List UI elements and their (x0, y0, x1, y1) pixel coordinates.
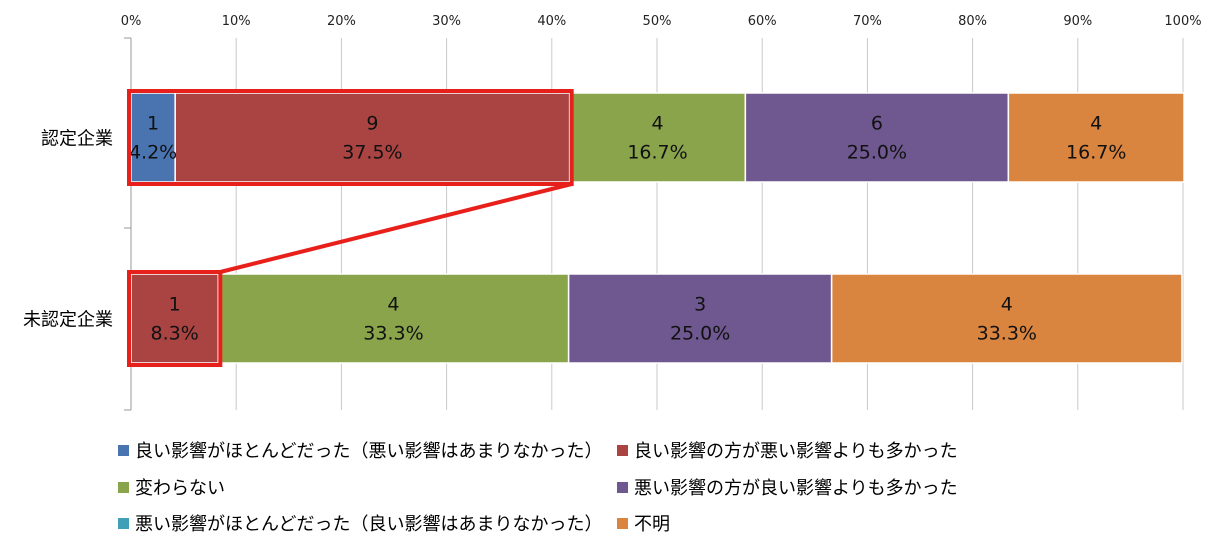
bar-percent-label: 16.7% (627, 142, 687, 164)
legend-swatch (617, 445, 628, 456)
x-tick-label: 70% (853, 14, 882, 29)
category-label: 認定企業 (41, 129, 113, 150)
bar-percent-label: 33.3% (977, 323, 1037, 345)
bar-percent-label: 8.3% (151, 323, 199, 345)
bar-segment (174, 92, 571, 183)
bar-percent-label: 25.0% (847, 142, 907, 164)
legend-swatch (118, 482, 129, 493)
legend-entry: 良い影響がほとんどだった（悪い影響はあまりなかった） (135, 441, 602, 462)
highlight-connector (219, 182, 573, 274)
data-labels: 1 4.2% 9 37.5% 4 16.7% 6 25.0% 4 16.7% 1 8.3% 4 33.3%… (129, 113, 1126, 345)
highlight-box-certified (127, 89, 574, 186)
legend-entry: 不明 (634, 514, 670, 535)
x-tick-label: 30% (432, 14, 461, 29)
bar-count-label: 6 (871, 113, 883, 135)
bar-count-label: 1 (147, 113, 159, 135)
legend-swatch (118, 445, 129, 456)
bar-segment (744, 92, 1010, 183)
bar-percent-label: 33.3% (363, 323, 423, 345)
category-label: 未認定企業 (23, 310, 113, 331)
legend-entry: 悪い影響の方が良い影響よりも多かった (634, 478, 958, 499)
highlight-annotation (127, 89, 574, 367)
bar-percent-label: 37.5% (342, 142, 402, 164)
bar-segment (1007, 92, 1185, 183)
bar-segment (568, 92, 747, 183)
bar-percent-label: 16.7% (1066, 142, 1126, 164)
bar-segment (130, 273, 220, 364)
bar-count-label: 4 (1001, 294, 1013, 316)
legend-entry: 悪い影響がほとんどだった（良い影響はあまりなかった） (135, 514, 602, 535)
legend-swatch (617, 482, 628, 493)
bar-segment (567, 273, 833, 364)
bar-percent-label: 25.0% (670, 323, 730, 345)
axes: 0% 10% 20% 30% 40% 50% 60% 70% 80% 90% 100% 認定企業未認定… (23, 14, 1202, 411)
bar-percent-label: 4.2% (129, 142, 177, 164)
x-tick-label: 40% (537, 14, 566, 29)
bar-count-label: 4 (1090, 113, 1102, 135)
bar-count-label: 3 (694, 294, 706, 316)
bar-segment (130, 92, 176, 183)
highlight-box-uncertified (127, 270, 223, 367)
x-tick-label: 60% (748, 14, 777, 29)
x-tick-label: 10% (222, 14, 251, 29)
x-tick-label: 20% (327, 14, 356, 29)
legend-swatch (118, 518, 129, 529)
bar-segment (830, 273, 1183, 364)
legend-swatch (617, 518, 628, 529)
bar-count-label: 4 (651, 113, 663, 135)
x-tick-label: 90% (1063, 14, 1092, 29)
legend: 良い影響がほとんどだった（悪い影響はあまりなかった） 良い影響の方が悪い影響よりも… (118, 441, 958, 535)
legend-entry: 良い影響の方が悪い影響よりも多かった (634, 441, 958, 462)
x-tick-label: 100% (1164, 14, 1201, 29)
x-tick-label: 80% (958, 14, 987, 29)
bar-segment (217, 273, 570, 364)
x-tick-label: 0% (121, 14, 142, 29)
bar-count-label: 4 (387, 294, 399, 316)
bar-count-label: 9 (366, 113, 378, 135)
x-tick-label: 50% (643, 14, 672, 29)
bars (130, 92, 1185, 364)
legend-entry: 変わらない (135, 478, 225, 499)
bar-count-label: 1 (169, 294, 181, 316)
